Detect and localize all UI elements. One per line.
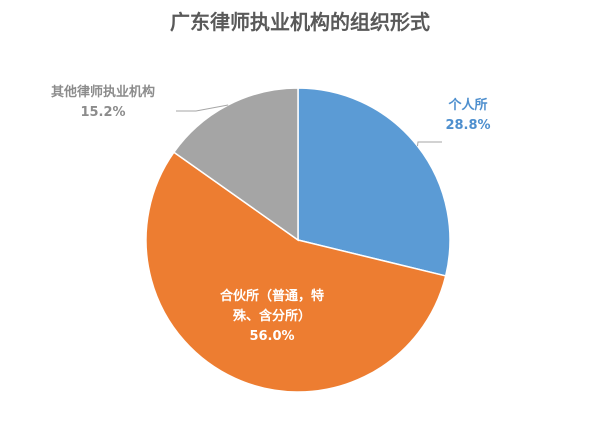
- slice-value-label: 15.2%: [80, 105, 125, 120]
- pie-slice-3: [172, 87, 299, 242]
- slice-category-label: 合伙所（普通，特: [220, 288, 324, 304]
- slice-value-label: 28.8%: [445, 118, 490, 133]
- pie-slice-1: [297, 87, 451, 277]
- slice-category-label: 殊、含分所）: [233, 308, 311, 324]
- slice-value-label: 56.0%: [249, 329, 294, 344]
- slice-category-label: 其他律师执业机构: [51, 84, 155, 100]
- slice-label-2: 合伙所（普通，特殊、含分所） 56.0%: [220, 288, 324, 344]
- leader-line-1: [417, 141, 442, 147]
- pie-slice-2: [145, 151, 447, 393]
- chart-title: 广东律师执业机构的组织形式: [170, 10, 430, 34]
- slice-label-1: 个人所 28.8%: [445, 97, 490, 133]
- slice-label-3: 其他律师执业机构 15.2%: [51, 84, 155, 120]
- leader-line-3: [176, 104, 229, 112]
- slice-category-label: 个人所: [447, 97, 487, 113]
